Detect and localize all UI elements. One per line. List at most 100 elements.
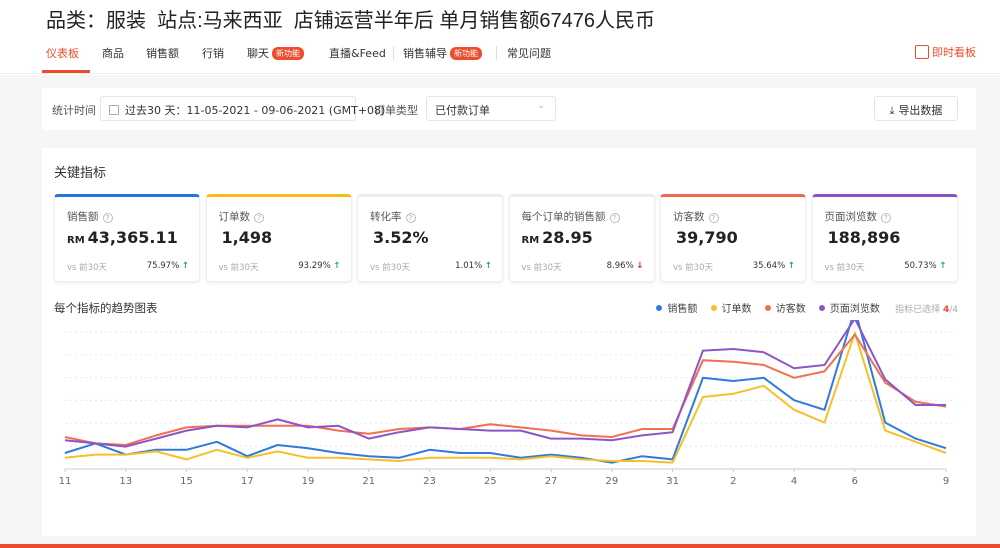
help-icon[interactable]: ? (405, 213, 416, 223)
metric-card[interactable]: 订单数? 1,498 vs 前30天 93.29% ↑ (205, 194, 352, 282)
x-tick-label: 25 (484, 476, 497, 487)
metric-value: 3.52% (370, 228, 429, 247)
calendar-icon (109, 105, 119, 115)
x-tick-label: 17 (241, 476, 254, 487)
change-value: 1.01% (455, 261, 483, 271)
legend-label: 页面浏览数 (829, 304, 880, 315)
change-value: 8.96% (606, 261, 634, 271)
metric-value-text: 43,365.11 (87, 228, 178, 247)
selected-count: 4 (942, 305, 950, 315)
metric-value: 39,790 (673, 228, 738, 247)
x-tick-label: 13 (119, 476, 132, 487)
legend-dot (818, 305, 825, 311)
chevron-down-icon: ⌄ (537, 101, 545, 111)
filter-bar: 统计时间 过去30 天：11-05-2021 - 09-06-2021 (GMT… (42, 88, 976, 130)
legend-dot (656, 305, 663, 311)
order-type-value: 已付款订单 (435, 104, 490, 117)
metric-card[interactable]: 转化率? 3.52% vs 前30天 1.01% ↑ (357, 194, 503, 282)
trend-chart: 11 13 15 17 19 21 23 25 27 29 31 2 4 6 9 (59, 320, 956, 487)
x-tick-label: 15 (180, 476, 193, 487)
change-value: 35.64% (752, 261, 786, 271)
metric-label-text: 订单数 (218, 211, 251, 223)
legend-item-pageviews[interactable]: 页面浏览数 (818, 304, 880, 315)
arrow-up-icon: ↑ (333, 261, 341, 271)
series-line-3 (64, 320, 946, 448)
export-label: 导出数据 (898, 104, 943, 117)
legend-item-sales[interactable]: 销售额 (656, 304, 697, 315)
order-type-label: 订单类型 (374, 104, 418, 117)
live-dashboard-button[interactable]: 即时看板 (915, 44, 976, 60)
date-range-picker[interactable]: 过去30 天：11-05-2021 - 09-06-2021 (GMT+08) (100, 96, 385, 121)
selected-total: /4 (949, 305, 958, 315)
divider (393, 46, 394, 60)
order-type-select[interactable]: 已付款订单 ⌄ (426, 96, 556, 121)
metric-label: 转化率? (370, 209, 416, 224)
arrow-up-icon: ↑ (181, 261, 189, 271)
new-badge: 新功能 (272, 47, 304, 60)
help-icon[interactable]: ? (102, 213, 113, 223)
compare-label: vs 前30天 (67, 263, 107, 273)
metric-card[interactable]: 页面浏览数? 188,896 vs 前30天 50.73% ↑ (811, 194, 958, 282)
metric-label: 销售额? (67, 209, 113, 224)
x-tick-label: 27 (545, 476, 558, 487)
x-tick-label: 4 (791, 476, 797, 487)
help-icon[interactable]: ? (881, 213, 891, 223)
metric-label-text: 页面浏览数 (824, 211, 878, 223)
help-icon[interactable]: ? (708, 213, 719, 223)
caption-title: 品类：服装 站点:马来西亚 店铺运营半年后 单月销售额67476人民币 (46, 10, 655, 32)
metric-change: 1.01% ↑ (455, 261, 492, 271)
change-value: 50.73% (904, 261, 937, 271)
metric-label-text: 转化率 (370, 211, 402, 223)
metric-card[interactable]: 销售额? RM 43,365.11 vs 前30天 75.97% ↑ (54, 194, 200, 282)
x-tick-label: 6 (852, 476, 858, 487)
divider (496, 46, 497, 60)
series-line-1 (64, 332, 947, 464)
live-dashboard-label: 即时看板 (932, 46, 976, 59)
selected-label: 指标已选择 (895, 305, 941, 315)
help-icon[interactable]: ? (609, 213, 620, 223)
currency: RM (521, 235, 540, 246)
currency: RM (67, 235, 85, 246)
x-tick-label: 23 (423, 476, 436, 487)
trend-chart-icon (915, 45, 929, 59)
tab-products[interactable]: 商品 (102, 47, 124, 60)
metric-value-text: 1,498 (221, 228, 273, 247)
tab-live-feed[interactable]: 直播&Feed (329, 47, 386, 60)
tab-sales[interactable]: 销售额 (146, 47, 179, 60)
metric-value-text: 3.52% (373, 228, 429, 247)
series-line-0 (64, 320, 947, 464)
selected-metrics-count: 指标已选择 4/4 (895, 305, 958, 315)
metric-label: 访客数? (673, 209, 719, 224)
metric-change: 93.29% ↑ (298, 261, 340, 271)
legend-item-orders[interactable]: 订单数 (710, 304, 752, 315)
tab-chat[interactable]: 聊天 新功能 (247, 45, 304, 61)
chart-title: 每个指标的趋势图表 (54, 301, 158, 315)
time-label: 统计时间 (52, 104, 96, 117)
x-tick-label: 9 (943, 476, 949, 487)
metric-change: 75.97% ↑ (147, 261, 189, 271)
legend-item-visitors[interactable]: 访客数 (764, 304, 806, 315)
bottom-accent-bar (0, 544, 1000, 548)
export-data-button[interactable]: ⤓ 导出数据 (874, 96, 958, 121)
metric-label: 订单数? (218, 209, 264, 224)
change-value: 75.97% (146, 261, 180, 271)
download-icon: ⤓ (889, 104, 895, 117)
metric-card[interactable]: 访客数? 39,790 vs 前30天 35.64% ↑ (660, 194, 806, 282)
date-range-value: 过去30 天：11-05-2021 - 09-06-2021 (GMT+08) (125, 104, 386, 117)
arrow-down-icon: ↓ (636, 261, 644, 271)
help-icon[interactable]: ? (254, 213, 264, 223)
metric-change: 50.73% ↑ (904, 261, 946, 271)
new-badge: 新功能 (450, 47, 482, 60)
compare-label: vs 前30天 (370, 263, 410, 273)
arrow-up-icon: ↑ (484, 261, 492, 271)
metric-card[interactable]: 每个订单的销售额? RM 28.95 vs 前30天 8.96% ↓ (508, 194, 655, 282)
tab-marketing[interactable]: 行销 (202, 47, 224, 60)
tab-chat-label: 聊天 (247, 47, 269, 60)
tab-sales-coaching[interactable]: 销售辅导 新功能 (403, 45, 482, 61)
x-tick-label: 2 (730, 476, 736, 487)
top-nav: 仪表板 商品 销售额 行销 聊天 新功能 直播&Feed 销售辅导 新功能 常见问题… (0, 36, 1000, 74)
arrow-up-icon: ↑ (939, 261, 947, 271)
tab-dashboard[interactable]: 仪表板 (46, 47, 79, 60)
legend-dot (710, 305, 717, 311)
tab-faq[interactable]: 常见问题 (507, 47, 551, 60)
